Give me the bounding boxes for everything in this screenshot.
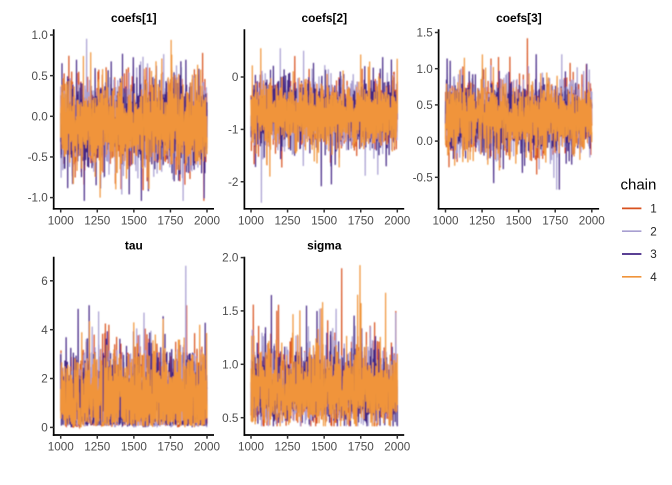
svg-text:1500: 1500 bbox=[506, 214, 533, 227]
svg-text:-0.5: -0.5 bbox=[413, 171, 434, 184]
svg-text:0.0: 0.0 bbox=[32, 110, 49, 123]
svg-text:1750: 1750 bbox=[348, 441, 375, 454]
svg-text:coefs[3]: coefs[3] bbox=[496, 11, 542, 25]
svg-text:2000: 2000 bbox=[194, 214, 221, 227]
svg-text:1500: 1500 bbox=[121, 441, 148, 454]
svg-text:chain: chain bbox=[621, 176, 657, 193]
svg-text:0: 0 bbox=[232, 71, 239, 84]
svg-text:1.0: 1.0 bbox=[417, 63, 434, 76]
svg-text:1000: 1000 bbox=[48, 214, 75, 227]
svg-text:1.5: 1.5 bbox=[417, 27, 434, 40]
svg-text:4: 4 bbox=[41, 324, 48, 337]
svg-text:sigma: sigma bbox=[307, 238, 342, 252]
svg-text:2000: 2000 bbox=[384, 214, 411, 227]
svg-text:1.0: 1.0 bbox=[32, 29, 49, 42]
svg-text:1750: 1750 bbox=[542, 214, 569, 227]
svg-text:coefs[1]: coefs[1] bbox=[111, 11, 157, 25]
svg-text:2.0: 2.0 bbox=[222, 252, 239, 265]
svg-text:-0.5: -0.5 bbox=[28, 151, 49, 164]
svg-text:1250: 1250 bbox=[275, 441, 302, 454]
svg-text:1500: 1500 bbox=[311, 214, 338, 227]
svg-text:1250: 1250 bbox=[84, 441, 111, 454]
svg-text:2000: 2000 bbox=[384, 441, 411, 454]
svg-text:1.0: 1.0 bbox=[222, 358, 239, 371]
svg-text:4: 4 bbox=[650, 271, 657, 284]
svg-text:-1: -1 bbox=[228, 124, 238, 137]
svg-text:2000: 2000 bbox=[194, 441, 221, 454]
svg-text:1250: 1250 bbox=[84, 214, 111, 227]
svg-text:1250: 1250 bbox=[275, 214, 302, 227]
svg-text:0.5: 0.5 bbox=[417, 99, 434, 112]
svg-text:1750: 1750 bbox=[157, 441, 184, 454]
svg-text:1750: 1750 bbox=[348, 214, 375, 227]
svg-text:coefs[2]: coefs[2] bbox=[301, 11, 347, 25]
svg-text:6: 6 bbox=[41, 275, 48, 288]
svg-text:2: 2 bbox=[41, 373, 48, 386]
svg-text:0.5: 0.5 bbox=[32, 70, 49, 83]
svg-text:1: 1 bbox=[650, 203, 657, 216]
svg-text:2: 2 bbox=[650, 225, 657, 238]
svg-text:2000: 2000 bbox=[579, 214, 606, 227]
svg-text:3: 3 bbox=[650, 248, 657, 261]
svg-text:1000: 1000 bbox=[432, 214, 459, 227]
svg-text:1000: 1000 bbox=[238, 214, 265, 227]
svg-text:1.5: 1.5 bbox=[222, 305, 239, 318]
svg-text:1500: 1500 bbox=[121, 214, 148, 227]
svg-text:1000: 1000 bbox=[238, 441, 265, 454]
svg-text:0.5: 0.5 bbox=[222, 412, 239, 425]
svg-text:1750: 1750 bbox=[157, 214, 184, 227]
svg-text:-1.0: -1.0 bbox=[28, 192, 49, 205]
svg-text:-2: -2 bbox=[228, 176, 238, 189]
svg-text:1250: 1250 bbox=[469, 214, 496, 227]
svg-text:1500: 1500 bbox=[311, 441, 338, 454]
svg-text:tau: tau bbox=[125, 238, 143, 252]
svg-text:1000: 1000 bbox=[48, 441, 75, 454]
svg-text:0: 0 bbox=[41, 422, 48, 435]
svg-text:0.0: 0.0 bbox=[417, 135, 434, 148]
